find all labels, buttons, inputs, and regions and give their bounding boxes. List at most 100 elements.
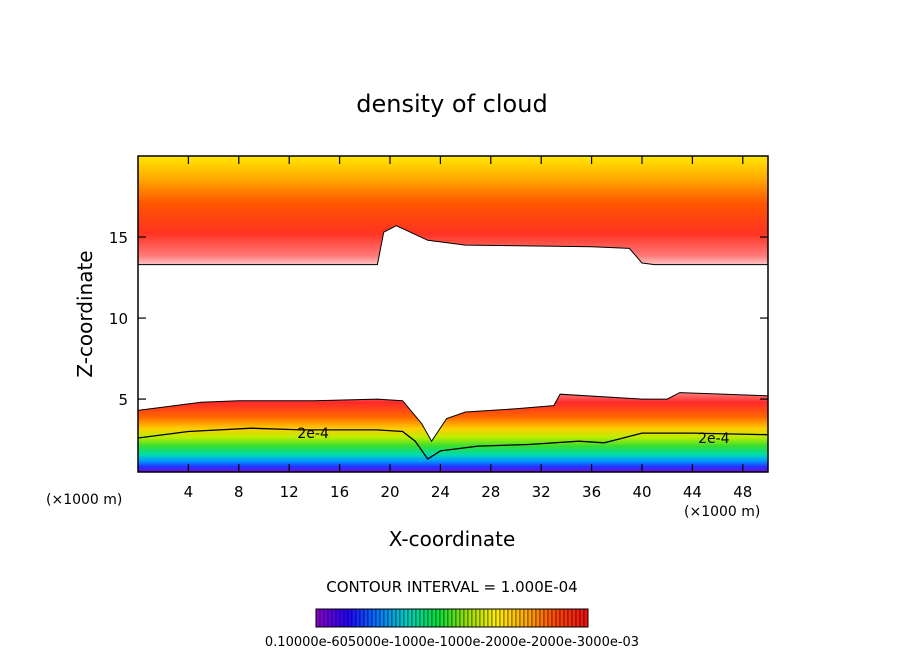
colorbar-cell — [511, 608, 517, 628]
colorbar-cell — [459, 608, 465, 628]
colorbar-cell — [423, 608, 429, 628]
colorbar-cell — [335, 608, 341, 628]
colorbar-cell — [387, 608, 393, 628]
colorbar-cell — [543, 608, 549, 628]
x-tick-label-40: 40 — [632, 483, 651, 501]
y-axis-label: Z-coordinate — [73, 250, 97, 377]
colorbar-cell — [491, 608, 497, 628]
colorbar-cell — [523, 608, 529, 628]
colorbar-cell — [391, 608, 397, 628]
contour-line-2e-4 — [138, 427, 768, 460]
colorbar-cell — [463, 608, 469, 628]
colorbar-cell — [471, 608, 477, 628]
colorbar-cell — [363, 608, 369, 628]
x-tick-label-44: 44 — [683, 483, 702, 501]
x-tick-label-48: 48 — [733, 483, 752, 501]
colorbar-cell — [539, 608, 545, 628]
colorbar-cell — [483, 608, 489, 628]
x-tick-label-4: 4 — [184, 483, 194, 501]
colorbar-cell — [479, 608, 485, 628]
colorbar-cell — [351, 608, 357, 628]
colorbar-cell — [427, 608, 433, 628]
x-unit-right: (×1000 m) — [684, 504, 760, 520]
x-tick-label-16: 16 — [330, 483, 349, 501]
colorbar-cell — [451, 608, 457, 628]
colorbar-frame — [315, 608, 589, 628]
colorbar — [315, 608, 589, 628]
colorbar-cell — [563, 608, 569, 628]
colorbar-cell — [323, 608, 329, 628]
chart-title: density of cloud — [356, 90, 547, 118]
colorbar-cell — [395, 608, 401, 628]
colorbar-cell — [339, 608, 345, 628]
colorbar-cell — [487, 608, 493, 628]
colorbar-cell — [579, 608, 585, 628]
colorbar-cell — [367, 608, 373, 628]
plot-field: 2e-4 2e-4 — [138, 156, 768, 472]
colorbar-cell — [467, 608, 473, 628]
upper-cloud-layer — [138, 156, 768, 266]
colorbar-cell — [527, 608, 533, 628]
colorbar-cell — [547, 608, 553, 628]
colorbar-cell — [407, 608, 413, 628]
colorbar-cell — [519, 608, 525, 628]
colorbar-cell — [383, 608, 389, 628]
colorbar-cell — [411, 608, 417, 628]
colorbar-cell — [443, 608, 449, 628]
lower-cloud-layer — [138, 392, 768, 472]
colorbar-cell — [515, 608, 521, 628]
colorbar-cell — [375, 608, 381, 628]
colorbar-cell — [379, 608, 385, 628]
colorbar-cell — [431, 608, 437, 628]
colorbar-cell — [399, 608, 405, 628]
colorbar-labels: 0.10000e-605000e-1000e-1000e-2000e-2000e… — [265, 635, 639, 650]
y-tick-label-15: 15 — [109, 229, 128, 247]
colorbar-cell — [475, 608, 481, 628]
colorbar-cell — [503, 608, 509, 628]
colorbar-cell — [415, 608, 421, 628]
x-tick-label-28: 28 — [481, 483, 500, 501]
x-tick-label-32: 32 — [532, 483, 551, 501]
colorbar-cell — [551, 608, 557, 628]
x-tick-label-20: 20 — [380, 483, 399, 501]
colorbar-cell — [359, 608, 365, 628]
colorbar-cell — [571, 608, 577, 628]
x-tick-label-12: 12 — [280, 483, 299, 501]
colorbar-cell — [435, 608, 441, 628]
colorbar-cell — [455, 608, 461, 628]
colorbar-cell — [343, 608, 349, 628]
colorbar-cell — [439, 608, 445, 628]
colorbar-cell — [559, 608, 565, 628]
colorbar-cell — [499, 608, 505, 628]
colorbar-cell — [495, 608, 501, 628]
x-unit-left: (×1000 m) — [46, 492, 122, 508]
y-tick-label-10: 10 — [109, 310, 128, 328]
colorbar-cell — [535, 608, 541, 628]
colorbar-cell — [371, 608, 377, 628]
colorbar-cell — [403, 608, 409, 628]
colorbar-cell — [555, 608, 561, 628]
contour-label-1: 2e-4 — [698, 431, 730, 447]
colorbar-cell — [531, 608, 537, 628]
colorbar-cell — [327, 608, 333, 628]
colorbar-cell — [355, 608, 361, 628]
colorbar-cell — [315, 608, 321, 628]
x-tick-label-36: 36 — [582, 483, 601, 501]
colorbar-cell — [331, 608, 337, 628]
colorbar-cell — [575, 608, 581, 628]
colorbar-cell — [319, 608, 325, 628]
contour-interval: CONTOUR INTERVAL = 1.000E-04 — [326, 578, 577, 596]
x-tick-label-8: 8 — [234, 483, 244, 501]
colorbar-cell — [447, 608, 453, 628]
y-tick-label-5: 5 — [118, 391, 128, 409]
x-tick-label-24: 24 — [431, 483, 450, 501]
colorbar-cell — [583, 608, 589, 628]
colorbar-cell — [507, 608, 513, 628]
plot-frame — [137, 155, 769, 473]
colorbar-cell — [347, 608, 353, 628]
contour-label-0: 2e-4 — [297, 426, 329, 442]
x-axis-label: X-coordinate — [389, 527, 516, 551]
colorbar-cell — [567, 608, 573, 628]
colorbar-cell — [419, 608, 425, 628]
